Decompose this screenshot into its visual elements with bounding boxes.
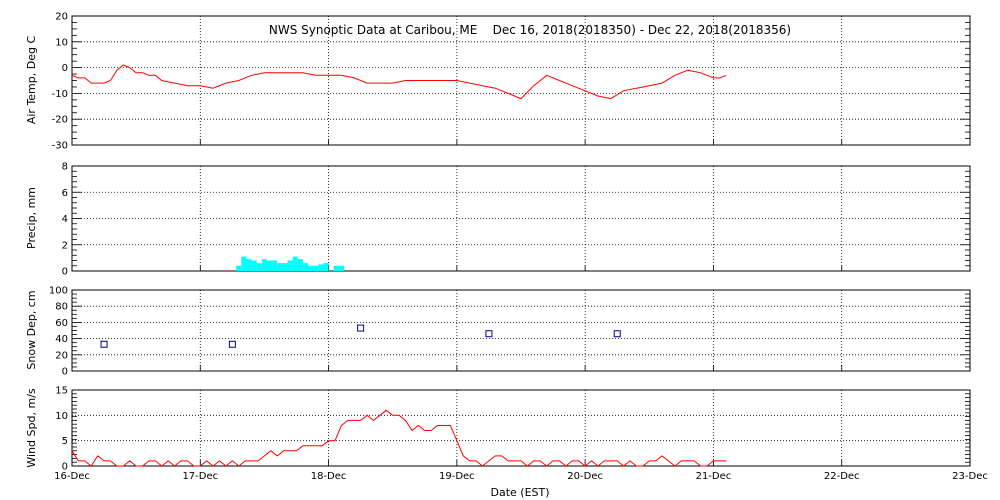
x-tick-label: 21-Dec — [696, 471, 732, 482]
precip-bar — [256, 263, 262, 271]
y-tick-label: 15 — [55, 386, 68, 397]
y-tick-label: 10 — [55, 411, 68, 422]
x-tick-label: 19-Dec — [439, 471, 475, 482]
x-tick-labels: 16-Dec 17-Dec 18-Dec 19-Dec 20-Dec 21-Dec 22-D… — [54, 471, 988, 482]
x-tick-label: 18-Dec — [311, 471, 347, 482]
precip-bar — [261, 259, 267, 271]
y-tick-label: 8 — [62, 162, 68, 173]
precip-bar — [302, 263, 309, 271]
precip-ylabel: Precip, mm — [25, 187, 38, 249]
snow-depth-point — [228, 340, 236, 348]
precip-bar — [251, 260, 257, 271]
precip-bar — [246, 259, 252, 271]
y-tick-label: 60 — [55, 318, 68, 329]
wind-speed-panel: Wind Spd, m/s 15 10 5 0 — [25, 386, 971, 473]
y-tick-label: 40 — [55, 334, 68, 345]
precip-bar — [287, 260, 293, 271]
precip-bar — [277, 263, 283, 271]
x-tick-label: 16-Dec — [54, 471, 90, 482]
precip-bar — [297, 259, 303, 271]
y-tick-label: 0 — [62, 267, 68, 278]
precip-bar — [338, 265, 344, 271]
air-temp-ylabel: Air Temp, Deg C — [25, 36, 38, 125]
y-tick-label: 0 — [62, 63, 68, 74]
y-tick-label: 4 — [62, 214, 68, 225]
y-tick-label: -20 — [52, 115, 68, 126]
precip-bar — [333, 265, 339, 271]
y-tick-label: 20 — [55, 12, 68, 23]
precip-bar — [266, 260, 273, 271]
x-axis-label: Date (EST) — [490, 486, 549, 499]
y-tick-label: 80 — [55, 302, 68, 313]
precip-panel: Precip, mm 8 6 4 2 0 — [25, 162, 971, 278]
snow-depth-ylabel: Snow Dep, cm — [25, 290, 38, 369]
precip-bar — [236, 265, 242, 271]
air-temp-panel: Air Temp, Deg C 20 10 0 -10 -20 -30 — [25, 12, 971, 152]
precip-bar — [318, 264, 324, 271]
y-tick-label: 20 — [55, 350, 68, 361]
x-tick-label: 17-Dec — [182, 471, 218, 482]
x-tick-label: 22-Dec — [824, 471, 860, 482]
snow-depth-point — [613, 330, 621, 338]
y-tick-label: -30 — [52, 141, 68, 152]
chart-title: NWS Synoptic Data at Caribou, ME Dec 16,… — [269, 23, 791, 37]
y-tick-label: 0 — [62, 367, 68, 378]
x-tick-label: 23-Dec — [952, 471, 988, 482]
snow-depth-point — [485, 330, 493, 338]
air-temp-series-line — [71, 64, 727, 100]
precip-bar — [292, 256, 298, 271]
y-tick-label: 2 — [62, 240, 68, 251]
precip-bar — [241, 256, 247, 271]
snow-depth-panel: Snow Dep, cm 100 80 60 40 20 0 — [25, 286, 971, 378]
snow-depth-point — [357, 324, 365, 332]
snow-depth-point — [100, 340, 108, 348]
wind-speed-series-line — [71, 409, 727, 467]
y-tick-label: 5 — [62, 436, 68, 447]
y-tick-label: 100 — [49, 286, 68, 297]
precip-bar — [272, 260, 278, 271]
precip-bar — [313, 265, 319, 271]
y-tick-label: -10 — [52, 89, 68, 100]
precip-bar — [282, 263, 288, 271]
wind-speed-ylabel: Wind Spd, m/s — [25, 388, 38, 468]
y-tick-label: 6 — [62, 188, 68, 199]
y-tick-label: 0 — [62, 462, 68, 473]
x-tick-label: 20-Dec — [567, 471, 603, 482]
precip-bar — [308, 265, 314, 271]
y-tick-label: 10 — [55, 37, 68, 48]
precip-bar — [323, 263, 329, 271]
